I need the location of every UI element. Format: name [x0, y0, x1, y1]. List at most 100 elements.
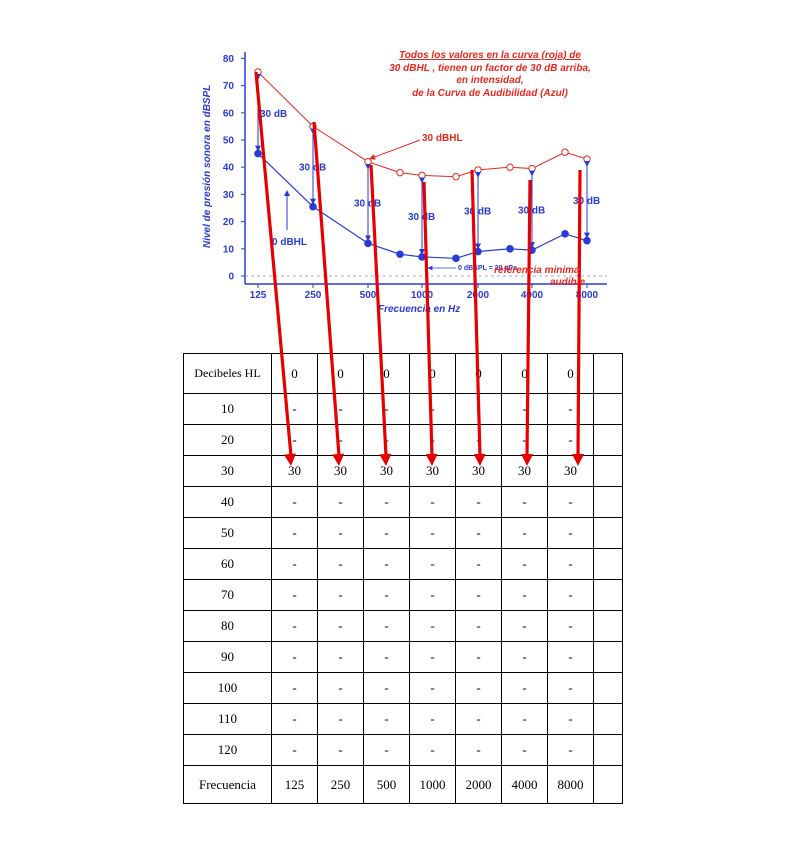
table-row: 40- - - - - - - — [183, 486, 623, 518]
table-cell: - — [271, 641, 318, 673]
hearing-level-table: Decibeles HL 0 0 0 0 0 0 0 10- - - - - - -20- - - - - - -30 3… — [183, 353, 623, 804]
table-cell: - — [455, 672, 502, 704]
blue-curve-point — [561, 230, 569, 238]
table-row: 90- - - - - - - — [183, 641, 623, 673]
table-cell: - — [317, 548, 364, 580]
table-cell: - — [363, 641, 410, 673]
table-cell: - — [271, 393, 318, 425]
blue-curve-point — [309, 202, 317, 211]
table-row: Frecuencia 125 250 500 1000 2000 4000 8000 — [183, 765, 623, 804]
table-cell: - — [363, 424, 410, 456]
thirty-dbhl-arrow — [369, 139, 421, 160]
table-cell: - — [501, 703, 548, 735]
zero-spl-note: 0 dBSPL = 20 µPa — [458, 265, 517, 272]
x-tick-label: 8000 — [576, 290, 599, 301]
y-axis-label: Nivel de presión sonora en dBSPL — [202, 85, 213, 248]
table-cell: - — [271, 579, 318, 611]
table-row: 60- - - - - - - — [183, 548, 623, 580]
blank-cell — [593, 455, 623, 487]
table-cell: - — [501, 579, 548, 611]
blue-curve-point — [583, 236, 591, 245]
table-cell: - — [547, 641, 594, 673]
table-cell: - — [547, 517, 594, 549]
table-cell: - — [409, 548, 456, 580]
blue-curve-point — [254, 149, 262, 158]
row-label: 20 — [183, 424, 272, 456]
table-cell: 0 — [547, 353, 594, 394]
table-cell: 30 — [317, 455, 364, 487]
table-cell: - — [547, 610, 594, 642]
table-cell: 0 — [455, 353, 502, 394]
table-cell: - — [455, 641, 502, 673]
table-cell: - — [363, 703, 410, 735]
red-curve-point — [452, 173, 460, 181]
red-curve-point — [396, 168, 404, 177]
table-cell: - — [455, 517, 502, 549]
y-tick-label: 30 — [223, 190, 235, 201]
table-cell: - — [271, 703, 318, 735]
table-cell: - — [547, 486, 594, 518]
blank-cell — [593, 517, 623, 549]
thirty-db-label: 30 dB — [299, 163, 326, 174]
row-label: 70 — [183, 579, 272, 611]
table-cell: 30 — [547, 455, 594, 487]
note-line-3: en intensidad, — [456, 75, 523, 86]
table-cell: 0 — [409, 353, 456, 394]
audiogram-chart: 80 70 60 50 40 30 20 10 0 125 250 500 1000 2000 4000 8… — [202, 50, 607, 315]
table-cell: - — [455, 548, 502, 580]
table-cell: - — [455, 486, 502, 518]
y-tick-label: 40 — [223, 163, 235, 174]
table-cell: 4000 — [501, 765, 548, 804]
blue-curve-point — [506, 245, 514, 253]
table-cell: - — [501, 734, 548, 766]
x-axis-label: Frecuencia en Hz — [378, 304, 460, 315]
table-cell: - — [547, 672, 594, 704]
x-tick-label: 1000 — [411, 290, 434, 301]
table-cell: - — [271, 486, 318, 518]
table-cell: - — [409, 703, 456, 735]
row-label: Decibeles HL — [183, 353, 272, 394]
table-cell: - — [363, 579, 410, 611]
table-cell: - — [501, 548, 548, 580]
row-label: 80 — [183, 610, 272, 642]
row-label: 40 — [183, 486, 272, 518]
red-curve-point — [506, 163, 514, 171]
y-tick-label: 0 — [228, 272, 234, 283]
row-label: 110 — [183, 703, 272, 735]
table-cell: - — [547, 393, 594, 425]
table-cell: - — [363, 734, 410, 766]
table-cell: - — [501, 486, 548, 518]
row-label: 50 — [183, 517, 272, 549]
table-row: 100- - - - - - - — [183, 672, 623, 704]
x-tick-label: 125 — [250, 290, 267, 301]
table-cell: 0 — [501, 353, 548, 394]
table-cell: - — [409, 424, 456, 456]
table-cell: - — [455, 734, 502, 766]
table-cell: 30 — [363, 455, 410, 487]
table-cell: - — [317, 393, 364, 425]
table-cell: - — [455, 579, 502, 611]
table-cell: 30 — [501, 455, 548, 487]
table-cell: - — [409, 486, 456, 518]
red-curve-point — [583, 155, 591, 163]
table-row: 80- - - - - - - — [183, 610, 623, 642]
row-label: 100 — [183, 672, 272, 704]
red-curve-point — [474, 166, 482, 174]
row-label: Frecuencia — [183, 765, 272, 804]
x-tick-labels: 125 250 500 1000 2000 4000 8000 — [250, 284, 599, 301]
table-row: 50- - - - - - - — [183, 517, 623, 549]
table-cell: - — [317, 734, 364, 766]
table-cell: - — [271, 610, 318, 642]
table-cell: - — [409, 517, 456, 549]
blank-cell — [593, 486, 623, 518]
table-cell: - — [363, 486, 410, 518]
blank-cell — [593, 672, 623, 704]
table-cell: - — [317, 610, 364, 642]
y-tick-label: 10 — [223, 244, 235, 255]
row-label: 10 — [183, 393, 272, 425]
table-cell: 30 — [409, 455, 456, 487]
table-cell: - — [363, 610, 410, 642]
row-label: 60 — [183, 548, 272, 580]
x-tick-label: 250 — [305, 290, 322, 301]
blank-cell — [593, 579, 623, 611]
